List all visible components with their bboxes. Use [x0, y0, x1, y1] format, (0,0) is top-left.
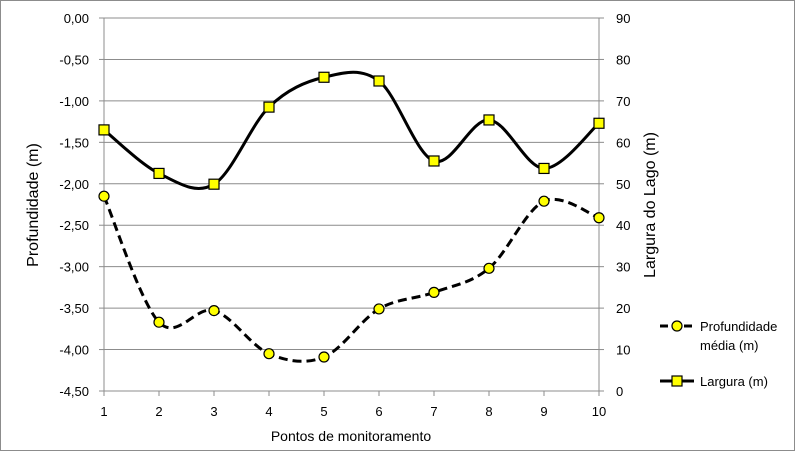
legend-label: Profundidade — [700, 319, 777, 334]
data-point — [153, 316, 165, 328]
x-tick-label: 3 — [210, 404, 217, 419]
data-point — [373, 303, 385, 315]
right-tick-label: 50 — [616, 177, 630, 192]
left-tick-label: -0,50 — [59, 52, 89, 67]
right-tick-label: 40 — [616, 218, 630, 233]
right-axis-title: Largura do Lago (m) — [642, 132, 659, 278]
legend-label: média (m) — [700, 338, 759, 353]
right-tick-label: 0 — [616, 384, 623, 399]
data-point — [483, 114, 495, 126]
data-point — [263, 348, 275, 360]
x-tick-label: 1 — [100, 404, 107, 419]
legend-item: Profundidade média (m) — [660, 319, 777, 353]
data-point — [263, 101, 275, 113]
right-tick-label: 30 — [616, 260, 630, 275]
legend-label: Largura (m) — [700, 374, 768, 389]
left-tick-label: -1,50 — [59, 135, 89, 150]
right-tick-label: 80 — [616, 52, 630, 67]
x-axis-title: Pontos de monitoramento — [271, 428, 432, 444]
right-tick-label: 60 — [616, 135, 630, 150]
gridlines — [104, 17, 599, 351]
x-tick-label: 7 — [430, 404, 437, 419]
data-point — [593, 212, 605, 224]
left-tick-label: -2,50 — [59, 218, 89, 233]
legend-marker — [671, 375, 683, 387]
right-tick-label: 70 — [616, 94, 630, 109]
data-point — [428, 155, 440, 167]
left-tick-label: -3,50 — [59, 301, 89, 316]
left-tick-label: -4,50 — [59, 384, 89, 399]
x-tick-label: 6 — [375, 404, 382, 419]
x-tick-label: 4 — [265, 404, 272, 419]
right-tick-label: 10 — [616, 343, 630, 358]
left-tick-label: 0,00 — [64, 11, 89, 26]
legend-marker — [671, 320, 683, 332]
series-profundidade — [98, 190, 605, 363]
x-tick-label: 10 — [592, 404, 606, 419]
data-point — [208, 304, 220, 317]
left-tick-label: -2,00 — [59, 177, 89, 192]
x-tick-label: 2 — [155, 404, 162, 419]
data-point — [153, 167, 165, 180]
x-tick-label: 9 — [540, 404, 547, 419]
x-tick-label: 5 — [320, 404, 327, 419]
data-point — [318, 71, 330, 83]
left-axis-title: Profundidade (m) — [25, 143, 42, 267]
series-largura — [98, 70, 605, 190]
data-point — [318, 351, 330, 363]
series-layer — [98, 70, 605, 363]
data-point — [428, 286, 440, 298]
left-axis-ticks: 0,00 -0,50 -1,00 -1,50 -2,00 -2,50 -3,00 -3,50 -… — [59, 11, 104, 399]
data-point — [538, 195, 550, 207]
legend-item: Largura (m) — [660, 374, 768, 389]
left-tick-label: -4,00 — [59, 343, 89, 358]
data-point — [373, 75, 385, 87]
left-tick-label: -3,00 — [59, 260, 89, 275]
legend: Profundidade média (m) Largura (m) — [660, 319, 777, 389]
axes — [103, 18, 600, 392]
left-tick-label: -1,00 — [59, 94, 89, 109]
x-axis-ticks: 1 2 3 4 5 6 7 8 9 10 — [100, 391, 606, 419]
right-tick-label: 20 — [616, 301, 630, 316]
right-axis-ticks: 90 80 70 60 50 40 30 20 10 0 — [599, 11, 630, 399]
data-point — [593, 117, 605, 129]
data-point — [538, 162, 550, 175]
data-point — [98, 124, 110, 136]
right-tick-label: 90 — [616, 11, 630, 26]
series-line — [103, 70, 601, 190]
data-point — [208, 178, 220, 190]
data-point — [483, 262, 495, 274]
series-line — [102, 195, 600, 363]
x-tick-label: 8 — [485, 404, 492, 419]
data-point — [98, 190, 110, 202]
